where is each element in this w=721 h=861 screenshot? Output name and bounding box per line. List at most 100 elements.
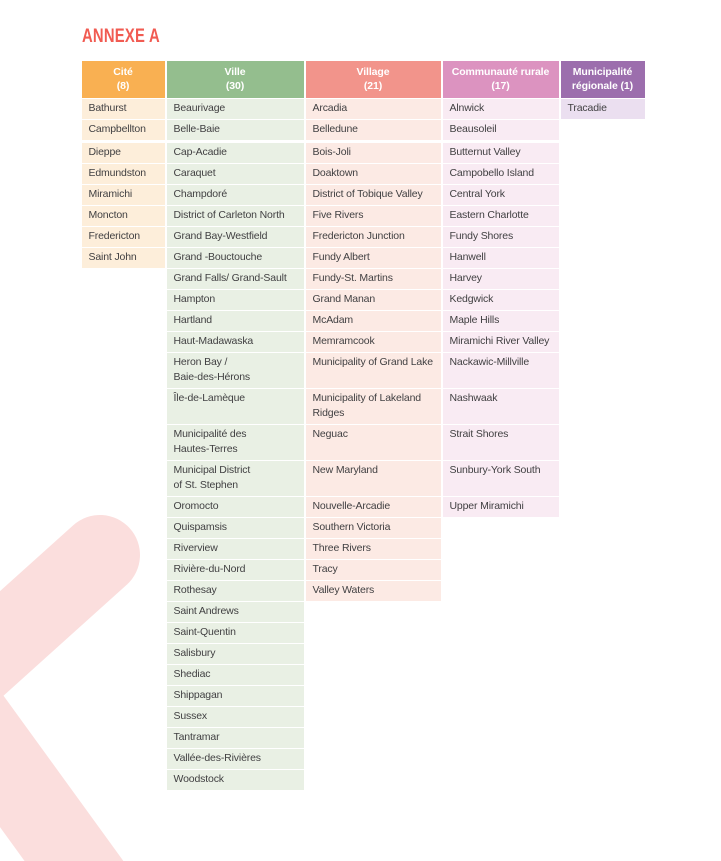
table-row: Fredericton Grand Bay-Westfield Fredericto… bbox=[81, 226, 645, 247]
cell-communaute-rurale-13: Nashwaak bbox=[442, 388, 559, 424]
cell-empty bbox=[82, 539, 165, 559]
cell-empty bbox=[561, 143, 645, 163]
cell-empty bbox=[306, 770, 441, 790]
cell-cite-1: Campbellton bbox=[81, 119, 165, 140]
cell-village-12: Municipality of Grand Lake bbox=[305, 352, 441, 388]
cell-ville-5: District of Carleton North bbox=[166, 205, 304, 226]
cell-communaute-rurale-4: Central York bbox=[442, 184, 559, 205]
cell-empty bbox=[82, 581, 165, 601]
cell-empty bbox=[82, 497, 165, 517]
cell-empty bbox=[306, 665, 441, 685]
cell-empty bbox=[561, 290, 645, 310]
cell-ville-22: Saint-Quentin bbox=[166, 622, 304, 643]
cell-village-20: Valley Waters bbox=[305, 580, 441, 601]
table-row: Hampton Grand Manan Kedgwick bbox=[82, 289, 645, 310]
cell-ville-7: Grand -Bouctouche bbox=[166, 247, 304, 268]
table-row: Tantramar bbox=[82, 727, 645, 748]
cell-empty bbox=[82, 269, 165, 289]
cell-village-19: Tracy bbox=[305, 559, 441, 580]
cell-empty bbox=[561, 749, 645, 769]
table-row: Riverview Three Rivers bbox=[82, 538, 645, 559]
cell-empty bbox=[561, 497, 645, 517]
column-header-line: Municipalité bbox=[572, 66, 633, 78]
table-row: Bathurst Beaurivage Arcadia Alnwick Tracadie bbox=[81, 98, 645, 119]
cell-cite-2: Dieppe bbox=[81, 142, 165, 163]
cell-empty bbox=[561, 728, 645, 748]
cell-communaute-rurale-5: Eastern Charlotte bbox=[442, 205, 559, 226]
column-header-ville: Ville (30) bbox=[166, 60, 304, 98]
cell-empty bbox=[82, 560, 165, 580]
column-header-line: (8) bbox=[116, 80, 130, 92]
column-header-line: Village bbox=[356, 66, 390, 78]
cell-empty bbox=[443, 749, 559, 769]
cell-ville-20: Rothesay bbox=[166, 580, 304, 601]
cell-empty bbox=[443, 560, 559, 580]
cell-ville-28: Vallée-des-Rivières bbox=[166, 748, 304, 769]
column-header-cite: Cité (8) bbox=[81, 60, 165, 98]
cell-empty bbox=[82, 389, 165, 424]
page-title: ANNEXE A bbox=[82, 26, 160, 47]
cell-empty bbox=[561, 686, 645, 706]
cell-village-4: District of Tobique Valley bbox=[305, 184, 441, 205]
table-row: Oromocto Nouvelle-Arcadie Upper Miramichi bbox=[82, 496, 645, 517]
cell-empty bbox=[443, 623, 559, 643]
cell-empty bbox=[82, 644, 165, 664]
cell-empty bbox=[561, 770, 645, 790]
cell-empty bbox=[82, 623, 165, 643]
table-row: Dieppe Cap-Acadie Bois-Joli Butternut Valle… bbox=[81, 142, 645, 163]
cell-cite-5: Moncton bbox=[81, 205, 165, 226]
cell-empty bbox=[82, 686, 165, 706]
cell-village-6: Fredericton Junction bbox=[305, 226, 441, 247]
table-row: Heron Bay / Baie-des-Hérons Municipality … bbox=[82, 352, 645, 388]
table-row: Municipalité des Hautes-Terres Neguac Stra… bbox=[82, 424, 645, 460]
cell-empty bbox=[561, 425, 645, 460]
cell-empty bbox=[82, 602, 165, 622]
cell-communaute-rurale-10: Maple Hills bbox=[442, 310, 559, 331]
column-header-line: Ville bbox=[224, 66, 246, 78]
cell-empty bbox=[561, 581, 645, 601]
cell-communaute-rurale-16: Upper Miramichi bbox=[442, 496, 559, 517]
cell-village-14: Neguac bbox=[305, 424, 441, 460]
cell-communaute-rurale-9: Kedgwick bbox=[442, 289, 559, 310]
cell-empty bbox=[82, 332, 165, 352]
cell-empty bbox=[443, 770, 559, 790]
table-row: Vallée-des-Rivières bbox=[82, 748, 645, 769]
cell-ville-23: Salisbury bbox=[166, 643, 304, 664]
cell-empty bbox=[306, 686, 441, 706]
cell-empty bbox=[443, 539, 559, 559]
table-row: Woodstock bbox=[82, 769, 645, 790]
cell-ville-21: Saint Andrews bbox=[166, 601, 304, 622]
cell-communaute-rurale-11: Miramichi River Valley bbox=[442, 331, 559, 352]
cell-village-18: Three Rivers bbox=[305, 538, 441, 559]
cell-empty bbox=[561, 623, 645, 643]
column-header-line: Cité bbox=[113, 66, 133, 78]
table-row: Saint John Grand -Bouctouche Fundy Albert H… bbox=[81, 247, 645, 268]
cell-empty bbox=[561, 518, 645, 538]
column-header-line: Communauté rurale bbox=[451, 66, 550, 78]
cell-empty bbox=[561, 389, 645, 424]
table-row: Miramichi Champdoré District of Tobique Va… bbox=[81, 184, 645, 205]
cell-ville-9: Hampton bbox=[166, 289, 304, 310]
cell-ville-17: Quispamsis bbox=[166, 517, 304, 538]
cell-village-9: Grand Manan bbox=[305, 289, 441, 310]
cell-communaute-rurale-1: Beausoleil bbox=[442, 119, 559, 140]
table-row: Municipal District of St. Stephen New Mar… bbox=[82, 460, 645, 496]
table-row: Shediac bbox=[82, 664, 645, 685]
cell-empty bbox=[443, 602, 559, 622]
table-row: Rothesay Valley Waters bbox=[82, 580, 645, 601]
table-row: Edmundston Caraquet Doaktown Campobello Isl… bbox=[81, 163, 645, 184]
cell-empty bbox=[82, 728, 165, 748]
cell-village-10: McAdam bbox=[305, 310, 441, 331]
cell-ville-4: Champdoré bbox=[166, 184, 304, 205]
cell-empty bbox=[82, 425, 165, 460]
table-row: Saint Andrews bbox=[82, 601, 645, 622]
cell-village-0: Arcadia bbox=[305, 98, 441, 119]
cell-ville-6: Grand Bay-Westfield bbox=[166, 226, 304, 247]
cell-empty bbox=[443, 728, 559, 748]
column-header-line: (30) bbox=[225, 80, 245, 92]
cell-empty bbox=[561, 269, 645, 289]
cell-village-7: Fundy Albert bbox=[305, 247, 441, 268]
cell-cite-4: Miramichi bbox=[81, 184, 165, 205]
cell-empty bbox=[82, 461, 165, 496]
cell-empty bbox=[82, 770, 165, 790]
